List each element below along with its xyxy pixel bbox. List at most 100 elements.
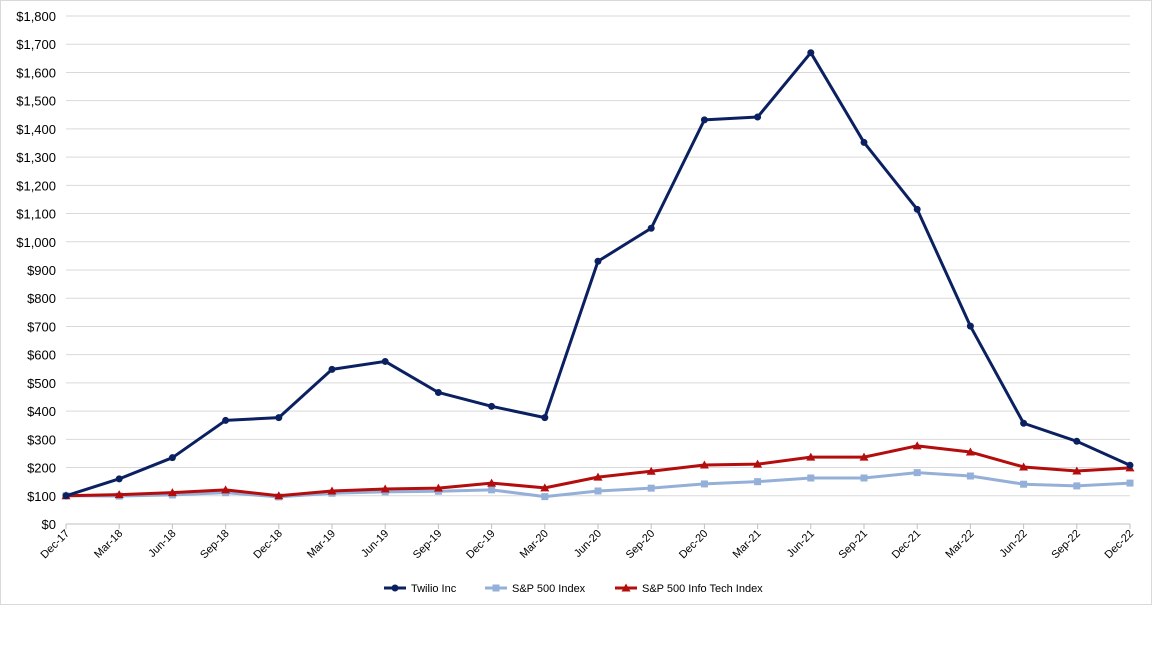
y-tick-label: $1,400 xyxy=(16,122,56,137)
data-point xyxy=(381,357,389,365)
x-tick-label: Jun-20 xyxy=(572,528,604,560)
x-tick-label: Mar-22 xyxy=(943,528,976,561)
data-point xyxy=(1126,479,1134,487)
data-point xyxy=(275,414,283,422)
data-point xyxy=(807,49,815,57)
data-point xyxy=(754,113,762,121)
data-point xyxy=(700,116,708,124)
series-twilio-inc xyxy=(62,49,1134,500)
y-tick-label: $400 xyxy=(27,404,56,419)
legend-entry: S&P 500 Info Tech Index xyxy=(615,583,763,595)
y-tick-label: $100 xyxy=(27,489,56,504)
y-tick-label: $500 xyxy=(27,376,56,391)
data-point xyxy=(434,388,442,396)
data-point xyxy=(647,224,655,232)
data-point xyxy=(965,447,975,456)
x-tick-label: Mar-21 xyxy=(731,528,764,561)
data-point xyxy=(912,441,922,450)
legend-entry: Twilio Inc xyxy=(384,583,457,595)
data-point xyxy=(699,460,709,469)
data-point xyxy=(115,475,123,483)
data-point xyxy=(1073,482,1081,490)
legend-marker xyxy=(492,584,500,592)
y-axis: $0 $100 $200 $300 $400 $500 $600 $700 $800 $900 $1… xyxy=(16,9,56,532)
y-tick-label: $200 xyxy=(27,461,56,476)
series-s-p-500-info-tech-index xyxy=(61,441,1135,500)
series-line xyxy=(65,51,1131,498)
data-point xyxy=(1020,419,1028,427)
data-point xyxy=(806,452,816,461)
y-tick-label: $1,600 xyxy=(16,65,56,80)
x-tick-label: Mar-20 xyxy=(518,528,551,561)
x-tick-label: Dec-22 xyxy=(1103,528,1137,562)
data-point xyxy=(1020,480,1028,488)
data-point xyxy=(593,472,603,481)
y-tick-label: $1,500 xyxy=(16,94,56,109)
x-tick-label: Sep-18 xyxy=(198,528,232,562)
legend: Twilio Inc S&P 500 Index S&P 500 Info Tech… xyxy=(384,583,763,595)
data-point xyxy=(754,478,762,486)
data-point xyxy=(168,454,176,462)
x-tick-label: Dec-21 xyxy=(890,528,924,562)
x-tick-label: Dec-18 xyxy=(251,528,285,562)
data-point xyxy=(913,469,921,477)
data-point xyxy=(860,138,868,146)
x-tick-label: Mar-18 xyxy=(92,528,125,561)
data-point xyxy=(1072,466,1082,475)
legend-label: S&P 500 Index xyxy=(512,583,586,595)
y-tick-label: $1,000 xyxy=(16,235,56,250)
data-point xyxy=(488,486,496,494)
data-point xyxy=(646,466,656,475)
data-point xyxy=(594,487,602,495)
x-tick-label: Jun-22 xyxy=(997,528,1029,560)
x-tick-label: Jun-21 xyxy=(785,528,817,560)
y-tick-label: $1,700 xyxy=(16,37,56,52)
data-point xyxy=(541,414,549,422)
data-point xyxy=(1073,437,1081,445)
legend-label: S&P 500 Info Tech Index xyxy=(642,583,763,595)
x-tick-label: Sep-20 xyxy=(624,528,658,562)
data-point xyxy=(753,459,763,468)
data-point xyxy=(860,474,868,482)
data-point xyxy=(433,483,443,492)
data-point xyxy=(487,478,497,487)
data-point xyxy=(328,365,336,373)
data-point xyxy=(700,480,708,488)
x-axis: Dec-17 Mar-18 Jun-18 Sep-18 Dec-18 Mar-19 Jun-… xyxy=(39,523,1137,562)
data-point xyxy=(966,322,974,330)
data-point xyxy=(807,474,815,482)
x-tick-label: Sep-19 xyxy=(411,528,445,562)
x-tick-label: Sep-22 xyxy=(1049,528,1083,562)
gridlines xyxy=(66,15,1130,497)
y-tick-label: $700 xyxy=(27,319,56,334)
data-point xyxy=(540,483,550,492)
data-point xyxy=(62,492,70,500)
legend-marker xyxy=(391,584,399,592)
y-tick-label: $800 xyxy=(27,291,56,306)
data-point xyxy=(221,485,231,494)
data-point xyxy=(222,416,230,424)
series-group xyxy=(61,49,1135,501)
x-tick-label: Jun-19 xyxy=(359,528,391,560)
legend-marker xyxy=(621,583,631,592)
y-tick-label: $1,800 xyxy=(16,9,56,24)
y-tick-label: $1,100 xyxy=(16,207,56,222)
x-tick-label: Jun-18 xyxy=(146,528,178,560)
data-point xyxy=(913,205,921,213)
line-chart: $0 $100 $200 $300 $400 $500 $600 $700 $800 $900 $1… xyxy=(16,9,1137,595)
x-tick-label: Dec-19 xyxy=(464,528,498,562)
y-tick-label: $0 xyxy=(42,517,56,532)
data-point xyxy=(114,490,124,499)
y-tick-label: $900 xyxy=(27,263,56,278)
data-point xyxy=(1019,462,1029,471)
data-point xyxy=(167,488,177,497)
x-tick-label: Dec-17 xyxy=(39,528,73,562)
chart-frame: $0 $100 $200 $300 $400 $500 $600 $700 $800 $900 $1… xyxy=(0,0,1152,605)
data-point xyxy=(327,486,337,495)
legend-entry: S&P 500 Index xyxy=(485,583,586,595)
data-point xyxy=(488,402,496,410)
x-tick-label: Mar-19 xyxy=(305,528,338,561)
data-point xyxy=(859,452,869,461)
data-point xyxy=(274,491,284,500)
data-point xyxy=(966,472,974,480)
